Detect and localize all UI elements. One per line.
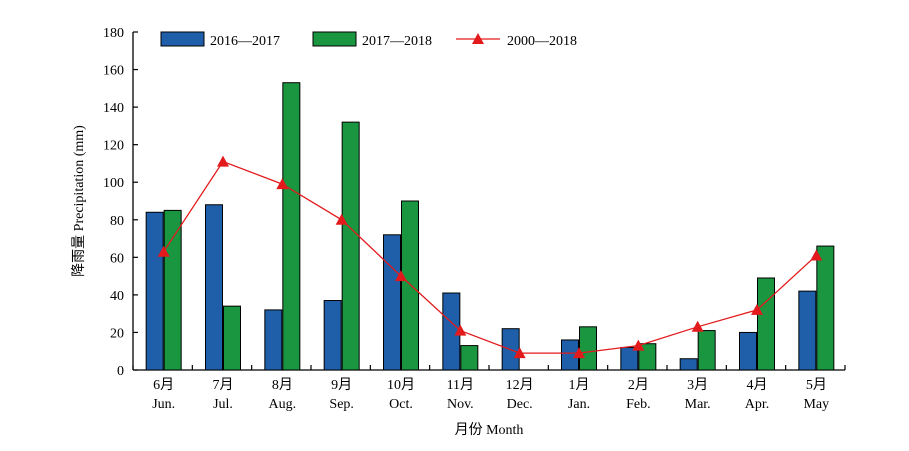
legend-swatch-1 — [160, 31, 205, 47]
line-series-marker — [691, 320, 704, 332]
bar-series-2 — [401, 200, 419, 371]
x-tick-label-en: Nov. — [447, 397, 474, 412]
x-tick-label-en: Oct. — [389, 397, 413, 412]
bars — [145, 82, 835, 371]
x-tick-label-cn: 1月 — [569, 377, 590, 393]
bar-series-2 — [223, 305, 241, 371]
bar-series-1 — [620, 346, 639, 371]
bar-series-2 — [163, 209, 182, 371]
legend-label-3: 2000—2018 — [507, 34, 577, 49]
legend-label-2: 2017—2018 — [362, 34, 432, 49]
line-series-marker — [454, 324, 467, 336]
bar-series-1 — [264, 309, 283, 371]
x-tick-label-cn: 3月 — [687, 377, 708, 393]
legend-label-1: 2016—2017 — [210, 34, 280, 49]
axes: 0 20 40 60 80 100 120 140 160 180 6月 Jun. 7月 Jul. 8月 Au… — [103, 26, 846, 412]
x-tick-label-cn: 6月 — [153, 377, 174, 393]
x-tick-label-cn: 11月 — [447, 377, 474, 393]
y-tick-label: 180 — [103, 26, 124, 41]
x-tick-label-cn: 9月 — [331, 377, 352, 393]
y-tick-label: 100 — [103, 176, 124, 191]
x-tick-label-en: Dec. — [507, 397, 533, 412]
bar-series-2 — [579, 326, 597, 371]
x-tick-label-cn: 10月 — [387, 377, 415, 393]
bar-series-2 — [757, 277, 775, 371]
bar-series-2 — [341, 121, 360, 371]
line-series-marker — [513, 347, 526, 359]
line-series-marker — [335, 213, 348, 225]
bar-series-2 — [816, 245, 835, 371]
x-tick-label-cn: 12月 — [506, 377, 534, 393]
x-tick-label-en: Jul. — [213, 397, 233, 412]
bar-series-1 — [323, 300, 342, 371]
line-series-marker — [395, 270, 407, 282]
line-series-marker — [573, 347, 585, 359]
x-tick-label-cn: 7月 — [213, 377, 234, 393]
bar-series-2 — [282, 82, 301, 371]
x-tick-label-en: May — [803, 397, 829, 412]
legend-swatch-2 — [312, 31, 357, 47]
bar-series-1 — [205, 204, 223, 371]
bar-series-1 — [145, 211, 164, 371]
y-tick-label: 80 — [110, 214, 124, 229]
x-tick-label-en: Jan. — [568, 397, 590, 412]
average-line — [157, 155, 823, 359]
bar-series-2 — [460, 345, 479, 371]
line-series-marker — [632, 339, 645, 351]
line-series-marker — [157, 245, 170, 257]
y-axis-title: 降雨量 Precipitation (mm) — [71, 125, 87, 277]
x-tick-label-cn: 5月 — [806, 377, 827, 393]
x-tick-label-cn: 8月 — [272, 377, 293, 393]
y-tick-label: 120 — [103, 139, 124, 154]
x-axis-title: 月份 Month — [455, 422, 524, 438]
y-tick-label: 20 — [110, 326, 124, 341]
x-tick-label-en: Apr. — [745, 397, 770, 412]
bar-series-1 — [679, 358, 698, 371]
y-tick-label: 0 — [117, 364, 124, 379]
bar-series-2 — [697, 330, 716, 371]
bar-series-1 — [739, 331, 757, 371]
x-tick-label-en: Sep. — [329, 397, 354, 412]
line-series-marker — [751, 303, 763, 315]
y-tick-label: 160 — [103, 64, 124, 79]
bar-series-1 — [798, 290, 817, 371]
legend: 2016—2017 2017—2018 2000—2018 — [160, 31, 577, 49]
x-tick-label-cn: 4月 — [747, 377, 768, 393]
y-tick-label: 40 — [110, 289, 124, 304]
x-tick-label-en: Jun. — [152, 397, 175, 412]
line-series-path — [163, 160, 817, 354]
x-tick-label-en: Feb. — [626, 397, 651, 412]
x-tick-label-cn: 2月 — [628, 377, 649, 393]
legend-line-marker — [472, 33, 484, 44]
y-tick-label: 60 — [110, 251, 124, 266]
line-series-marker — [810, 249, 823, 261]
line-series-marker — [217, 155, 229, 167]
bar-series-1 — [383, 234, 401, 371]
y-tick-label: 140 — [103, 101, 124, 116]
line-series-marker — [276, 178, 289, 190]
x-tick-label-en: Mar. — [685, 397, 711, 412]
x-tick-label-en: Aug. — [269, 397, 297, 412]
